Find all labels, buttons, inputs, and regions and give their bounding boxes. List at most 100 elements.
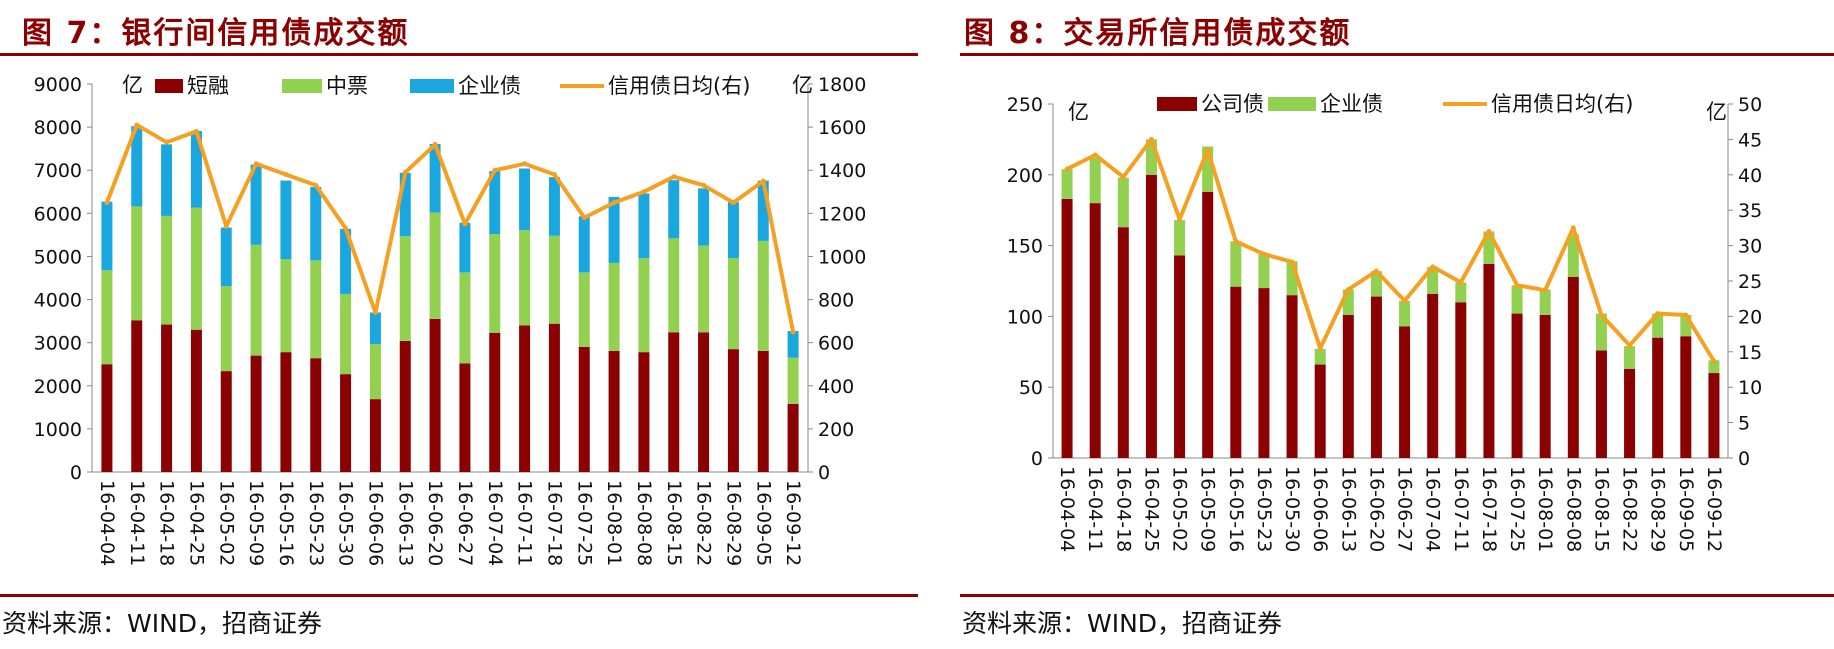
bar-3: [489, 171, 501, 235]
bar-3: [340, 228, 352, 294]
bar-1: [519, 325, 531, 472]
bar-1: [1230, 286, 1242, 458]
bar-2: [1624, 346, 1636, 369]
bar-1: [1455, 302, 1467, 458]
figure-7-source: 资料来源：WIND，招商证券: [2, 609, 323, 638]
x-tick-label: 16-07-25: [573, 480, 595, 566]
x-tick-label: 16-06-27: [1394, 466, 1416, 552]
left-tick-label: 2000: [34, 376, 82, 398]
bar-1: [131, 320, 143, 472]
daily-average-point: [1683, 312, 1689, 318]
x-tick-label: 16-05-23: [1253, 466, 1275, 552]
left-tick-label: 6000: [34, 203, 82, 225]
left-tick-label: 3000: [34, 333, 82, 355]
bar-2: [548, 235, 560, 324]
daily-average-point: [551, 172, 557, 178]
bar-3: [131, 126, 143, 207]
legend-swatch-1: [155, 79, 183, 93]
daily-average-point: [1148, 136, 1154, 142]
bar-2: [1202, 146, 1214, 192]
bar-3: [280, 180, 292, 260]
bar-2: [757, 240, 769, 351]
daily-average-point: [581, 215, 587, 221]
legend-swatch-3: [410, 79, 454, 93]
x-tick-label: 16-05-16: [275, 480, 297, 566]
right-tick-label: 1800: [818, 74, 866, 96]
daily-average-point: [641, 189, 647, 195]
left-tick-label: 8000: [34, 117, 82, 139]
bar-2: [698, 245, 710, 333]
bar-2: [1174, 220, 1186, 256]
daily-average-point: [1402, 298, 1408, 304]
figure-8-source: 资料来源：WIND，招商证券: [962, 609, 1283, 638]
left-tick-label: 1000: [34, 419, 82, 441]
figure-8-panel: 图 8：交易所信用债成交额 0 50 100 150 200 250 0 5 10 15 20 25 3…: [960, 0, 1834, 649]
daily-average-line: [105, 123, 796, 333]
bar-2: [429, 212, 441, 319]
figure-8-title: 图 8：交易所信用债成交额: [964, 16, 1352, 51]
bar-1: [340, 374, 352, 472]
x-tick-label: 16-04-11: [126, 480, 148, 566]
x-tick-label: 16-08-01: [603, 480, 625, 566]
bar-2: [1342, 289, 1354, 315]
right-tick-label: 45: [1738, 129, 1762, 151]
bar-1: [161, 324, 173, 472]
x-tick-label: 16-05-02: [1169, 466, 1191, 552]
bar-1: [1567, 276, 1579, 458]
bar-1: [1145, 174, 1157, 459]
x-tick-label: 16-05-09: [1197, 466, 1219, 552]
figure-8-title-rule: [960, 53, 1834, 56]
daily-average-point: [253, 161, 259, 167]
x-tick-label: 16-08-29: [722, 480, 744, 566]
bar-1: [399, 340, 411, 472]
right-tick-label: 15: [1738, 342, 1762, 364]
bar-1: [1680, 336, 1692, 458]
bar-1: [1314, 364, 1326, 458]
legend-swatch-2: [282, 79, 322, 93]
left-unit-label: 亿: [1068, 100, 1089, 124]
right-tick-label: 35: [1738, 200, 1762, 222]
bar-3: [429, 143, 441, 213]
bar-1: [190, 329, 202, 472]
bar-1: [787, 403, 799, 472]
legend-label: 企业债: [1320, 92, 1383, 116]
bar-2: [1117, 177, 1129, 228]
legend-swatch-2: [1268, 97, 1316, 111]
daily-average-point: [1598, 312, 1604, 318]
bar-1: [1089, 203, 1101, 458]
x-tick-label: 16-09-05: [1675, 466, 1697, 552]
daily-average-point: [372, 309, 378, 315]
left-tick-label: 5000: [34, 246, 82, 268]
bar-2: [1089, 157, 1101, 204]
x-tick-label: 16-07-25: [1506, 466, 1528, 552]
x-tick-label: 16-07-04: [484, 480, 506, 566]
x-tick-label: 16-07-11: [514, 480, 536, 566]
bar-2: [340, 293, 352, 375]
daily-average-point: [1345, 286, 1351, 292]
bar-2: [1652, 313, 1664, 338]
right-tick-label: 40: [1738, 165, 1762, 187]
bar-2: [101, 270, 113, 365]
bar-1: [1117, 227, 1129, 458]
left-tick-label: 200: [1007, 165, 1043, 187]
bar-1: [1342, 314, 1354, 458]
bar-1: [1258, 288, 1270, 458]
bar-2: [727, 258, 739, 350]
daily-average-point: [522, 161, 528, 167]
left-tick-label: 100: [1007, 306, 1043, 328]
bar-3: [578, 216, 590, 273]
left-unit-label: 亿: [122, 73, 143, 97]
bar-3: [459, 222, 471, 273]
x-tick-label: 16-06-20: [424, 480, 446, 566]
daily-average-point: [1092, 152, 1098, 158]
bar-3: [787, 331, 799, 358]
daily-average-point: [1177, 216, 1183, 222]
bar-1: [1061, 198, 1073, 458]
bar-2: [1567, 234, 1579, 277]
x-tick-label: 16-04-25: [185, 480, 207, 566]
bar-1: [101, 364, 113, 472]
bar-3: [757, 180, 769, 241]
bar-2: [459, 272, 471, 364]
figure-7-panel: 图 7：银行间信用债成交额 0 1000 2000 3000 4000 5000 6000 7…: [0, 16, 918, 638]
legend-label: 信用债日均(右): [608, 74, 750, 98]
